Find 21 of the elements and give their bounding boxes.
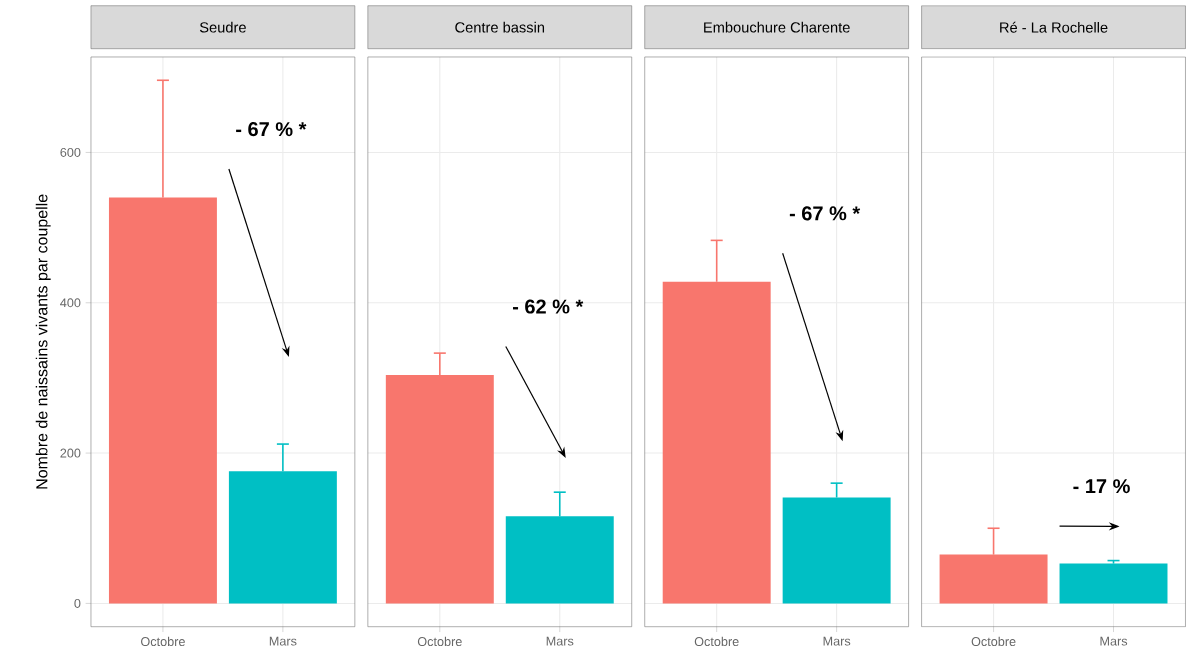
x-tick-label: Octobre: [694, 636, 739, 647]
chart-title: Centre bassin: [455, 21, 545, 33]
x-tick-label: Octobre: [141, 636, 185, 647]
x-tick-label: Mars: [546, 636, 574, 646]
x-tick-label: Mars: [269, 636, 297, 646]
y-tick-label: 600: [60, 148, 81, 158]
y-tick-label: 200: [60, 448, 81, 458]
chart-title: Seudre: [199, 21, 246, 33]
chart-title: Embouchure Charente: [704, 21, 850, 33]
chart-title: Ré - La Rochelle: [1000, 21, 1108, 33]
annotation: - 67 % *: [789, 206, 861, 221]
y-tick-label: 0: [74, 599, 81, 609]
annotation: - 17 %: [1073, 479, 1130, 494]
x-tick-label: Mars: [823, 636, 851, 646]
x-tick-label: Octobre: [971, 636, 1016, 647]
y-tick-label: 400: [60, 298, 81, 308]
annotation: - 62 % *: [512, 299, 584, 314]
x-tick-label: Mars: [1100, 636, 1128, 646]
x-tick-label: Octobre: [417, 636, 462, 647]
annotation: - 67 % *: [236, 122, 307, 137]
y-axis-title: Nombre de naissains vivants par coupelle: [35, 194, 51, 489]
